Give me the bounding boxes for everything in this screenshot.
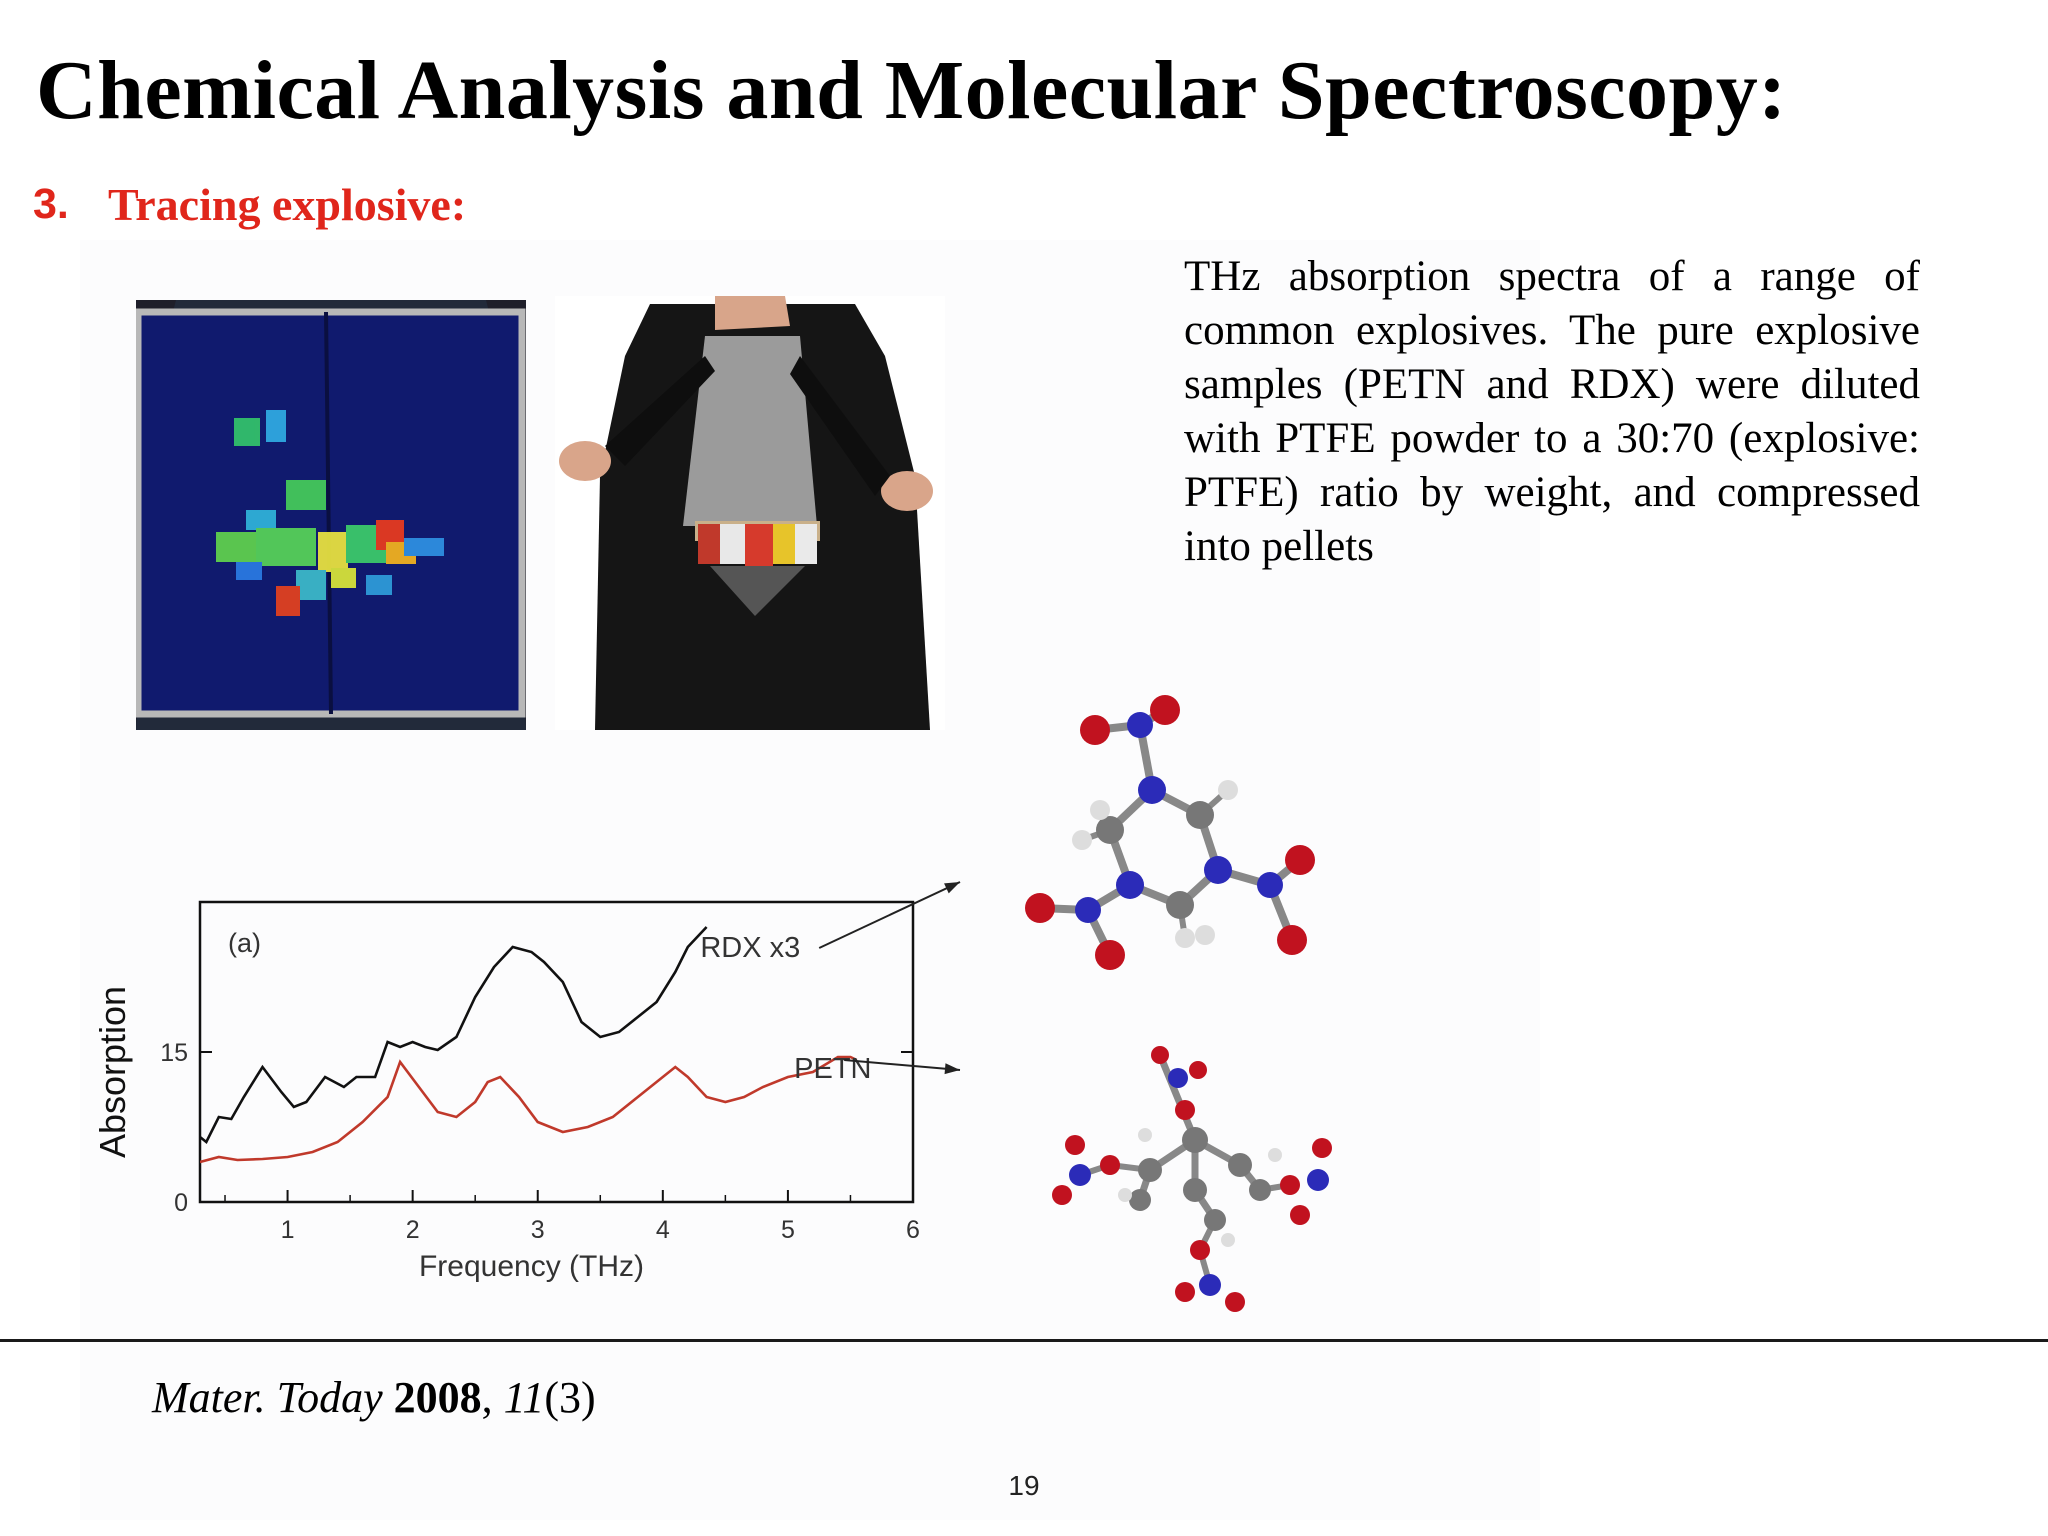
plot-frame <box>198 900 915 1204</box>
figure-description: THz absorption spectra of a range of com… <box>1184 253 1920 570</box>
x-axis-label: Frequency (THz) <box>419 1250 644 1283</box>
series-line-1 <box>200 1055 858 1164</box>
petn-arrow-head <box>944 1063 960 1075</box>
thz-scan-photo <box>134 300 526 730</box>
page-number: 19 <box>1008 1470 1040 1501</box>
series-line-0 <box>200 926 708 1145</box>
section-number: 3. <box>33 180 69 228</box>
x-tick-label: 3 <box>531 1216 545 1244</box>
citation-volume: 11 <box>503 1373 545 1422</box>
citation-issue: (3) <box>544 1373 596 1422</box>
rdx-arrow-head <box>944 882 960 894</box>
series-label-rdx: RDX x3 <box>700 932 800 964</box>
footer-divider <box>0 1339 2048 1342</box>
x-tick-label: 6 <box>906 1216 920 1244</box>
citation-year: 2008 <box>393 1373 482 1422</box>
y-axis-label: Absorption <box>92 986 133 1158</box>
concealed-explosive-photo <box>555 296 945 730</box>
slide-title: Chemical Analysis and Molecular Spectros… <box>36 44 1787 137</box>
x-tick-label: 5 <box>781 1216 795 1244</box>
x-tick-label: 4 <box>656 1216 670 1244</box>
rdx-arrow <box>818 881 961 949</box>
petn-molecule-icon <box>1052 1046 1332 1312</box>
panel-label: (a) <box>228 928 261 958</box>
molecule-structures <box>1025 695 1332 1312</box>
petn-arrow <box>844 1059 961 1071</box>
x-tick-label: 1 <box>281 1216 295 1244</box>
citation: Mater. Today 2008, 11(3) <box>152 1373 596 1422</box>
x-tick-label: 2 <box>406 1216 420 1244</box>
y-tick-label: 0 <box>174 1189 188 1217</box>
rdx-molecule-icon <box>1025 695 1315 970</box>
series-label-petn: PETN <box>794 1053 871 1085</box>
section-title: Tracing explosive: <box>108 179 467 230</box>
thz-spectrum-chart: 1 2 3 4 5 6 0 15 Frequency (THz) Absorption (a) RDX… <box>92 881 961 1283</box>
y-tick-label: 15 <box>160 1039 188 1067</box>
citation-journal: Mater. Today <box>152 1373 383 1422</box>
